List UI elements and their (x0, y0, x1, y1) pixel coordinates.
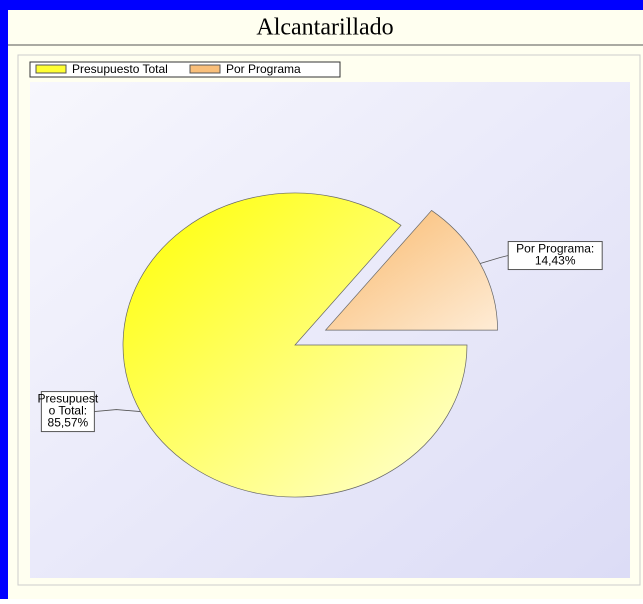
legend-label: Por Programa (226, 62, 301, 76)
top-border (0, 0, 643, 10)
leader-line (480, 255, 509, 264)
legend-swatch (35, 64, 67, 74)
pie-slice (324, 209, 498, 331)
legend-swatch (189, 64, 221, 74)
data-label: o Total: (49, 404, 87, 418)
legend-box (29, 61, 341, 78)
data-label: Por Programa: (516, 242, 594, 256)
data-label: Presupuest (38, 392, 99, 406)
data-label-box (40, 391, 95, 433)
data-label-box (507, 241, 603, 271)
legend-label: Presupuesto Total (72, 62, 168, 76)
pie-slice (122, 192, 468, 498)
leader-line (94, 409, 141, 412)
legend (29, 61, 341, 78)
data-label: 14,43% (535, 254, 576, 268)
left-border (0, 0, 8, 599)
chart-title: Alcantarillado (256, 15, 393, 41)
data-label: 85,57% (48, 416, 89, 430)
